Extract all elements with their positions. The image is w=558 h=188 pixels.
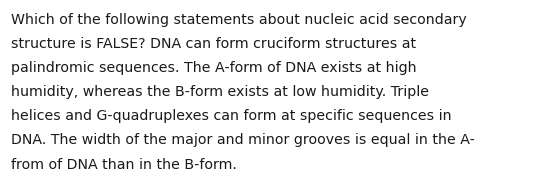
Text: Which of the following statements about nucleic acid secondary: Which of the following statements about … <box>11 13 467 27</box>
Text: palindromic sequences. The A-form of DNA exists at high: palindromic sequences. The A-form of DNA… <box>11 61 417 75</box>
Text: structure is FALSE? DNA can form cruciform structures at: structure is FALSE? DNA can form crucifo… <box>11 37 416 51</box>
Text: humidity, whereas the B-form exists at low humidity. Triple: humidity, whereas the B-form exists at l… <box>11 85 429 99</box>
Text: from of DNA than in the B-form.: from of DNA than in the B-form. <box>11 158 237 171</box>
Text: helices and G-quadruplexes can form at specific sequences in: helices and G-quadruplexes can form at s… <box>11 109 452 123</box>
Text: DNA. The width of the major and minor grooves is equal in the A-: DNA. The width of the major and minor gr… <box>11 133 475 147</box>
